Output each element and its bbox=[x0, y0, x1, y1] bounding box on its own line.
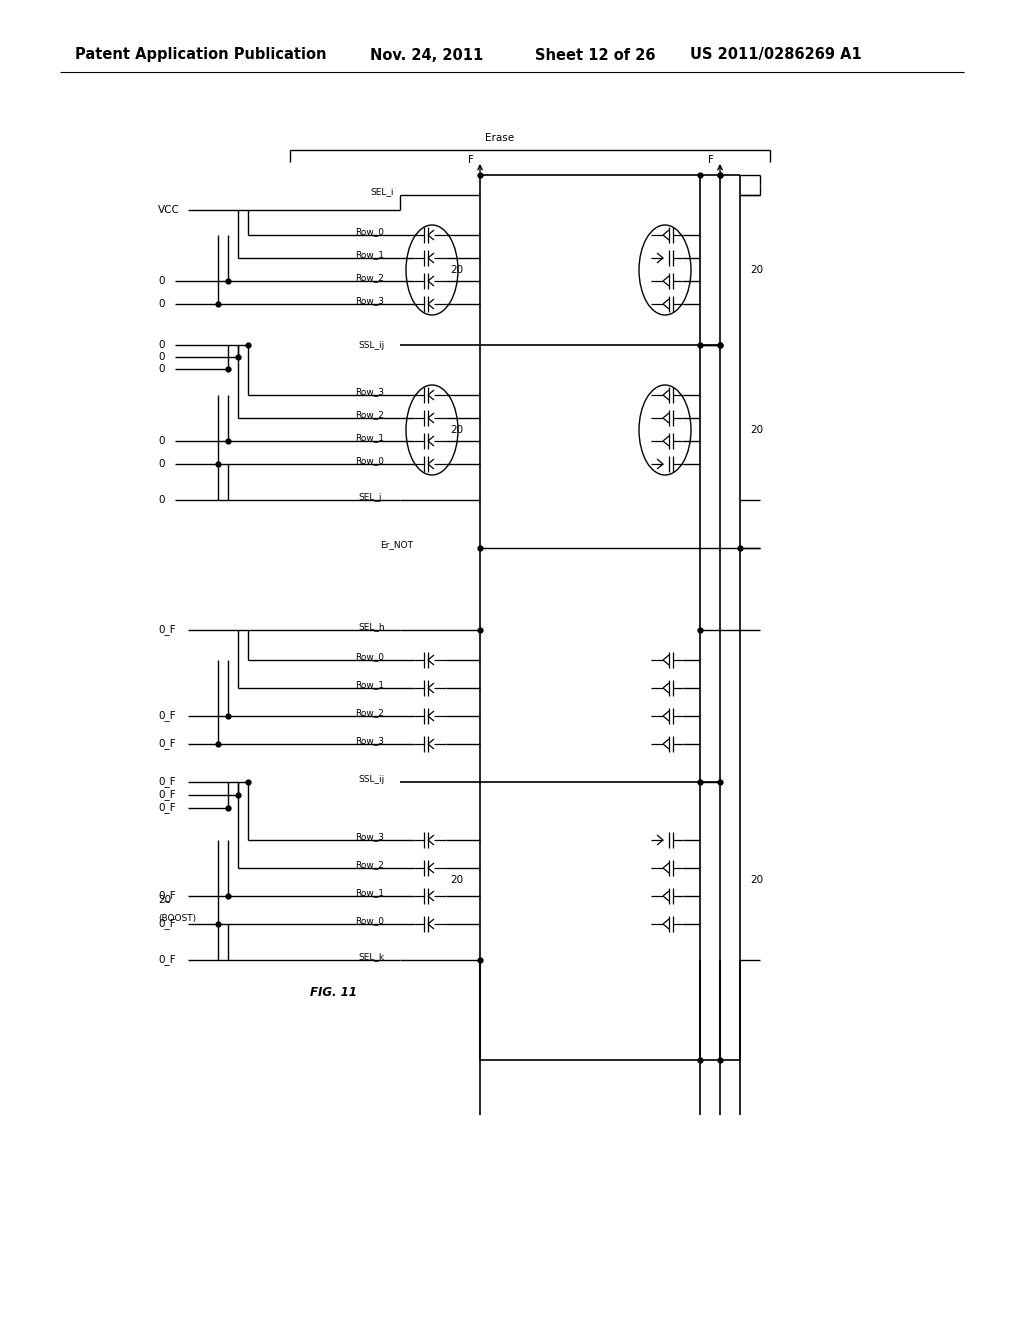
Text: 0: 0 bbox=[158, 364, 165, 374]
Text: 0_F: 0_F bbox=[158, 776, 176, 788]
Text: 0_F: 0_F bbox=[158, 891, 176, 902]
Text: Er_NOT: Er_NOT bbox=[380, 540, 413, 549]
Text: Row_0: Row_0 bbox=[355, 916, 384, 925]
Text: 0: 0 bbox=[158, 341, 165, 350]
Text: SEL_h: SEL_h bbox=[358, 623, 385, 631]
Text: Row_0: Row_0 bbox=[355, 227, 384, 236]
Text: FIG. 11: FIG. 11 bbox=[310, 986, 357, 998]
Text: 0_F: 0_F bbox=[158, 624, 176, 635]
Text: Row_2: Row_2 bbox=[355, 709, 384, 718]
Text: Row_2: Row_2 bbox=[355, 411, 384, 420]
Text: Row_0: Row_0 bbox=[355, 457, 384, 466]
Text: 20: 20 bbox=[158, 895, 171, 906]
Text: Nov. 24, 2011: Nov. 24, 2011 bbox=[370, 48, 483, 62]
Text: 0: 0 bbox=[158, 459, 165, 469]
Text: 0_F: 0_F bbox=[158, 739, 176, 750]
Text: 20: 20 bbox=[750, 265, 763, 275]
Text: 20: 20 bbox=[450, 875, 463, 884]
Text: Erase: Erase bbox=[485, 133, 515, 143]
Text: 0: 0 bbox=[158, 495, 165, 506]
Text: Patent Application Publication: Patent Application Publication bbox=[75, 48, 327, 62]
Text: VCC: VCC bbox=[158, 205, 180, 215]
Text: Row_2: Row_2 bbox=[355, 861, 384, 870]
Text: (BOOST): (BOOST) bbox=[158, 913, 197, 923]
Text: 0_F: 0_F bbox=[158, 803, 176, 813]
Text: US 2011/0286269 A1: US 2011/0286269 A1 bbox=[690, 48, 862, 62]
Text: Row_1: Row_1 bbox=[355, 681, 384, 689]
Text: 20: 20 bbox=[750, 425, 763, 436]
Text: Row_1: Row_1 bbox=[355, 251, 384, 260]
Text: 0_F: 0_F bbox=[158, 710, 176, 722]
Text: Row_3: Row_3 bbox=[355, 737, 384, 746]
Text: F: F bbox=[468, 154, 474, 165]
Text: SSL_ij: SSL_ij bbox=[358, 341, 384, 350]
Text: Row_1: Row_1 bbox=[355, 433, 384, 442]
Text: F: F bbox=[708, 154, 714, 165]
Text: Row_2: Row_2 bbox=[355, 273, 384, 282]
Text: 0_F: 0_F bbox=[158, 789, 176, 800]
Text: Sheet 12 of 26: Sheet 12 of 26 bbox=[535, 48, 655, 62]
Text: 0: 0 bbox=[158, 300, 165, 309]
Text: 20: 20 bbox=[750, 875, 763, 884]
Text: 0: 0 bbox=[158, 436, 165, 446]
Text: SSL_ij: SSL_ij bbox=[358, 775, 384, 784]
Text: Row_1: Row_1 bbox=[355, 888, 384, 898]
Text: Row_3: Row_3 bbox=[355, 833, 384, 842]
Text: SEL_i: SEL_i bbox=[370, 187, 393, 197]
Text: Row_0: Row_0 bbox=[355, 652, 384, 661]
Text: SEL_j: SEL_j bbox=[358, 492, 382, 502]
Text: 20: 20 bbox=[450, 425, 463, 436]
Text: 0: 0 bbox=[158, 352, 165, 362]
Text: 20: 20 bbox=[450, 265, 463, 275]
Text: 0: 0 bbox=[158, 276, 165, 286]
Text: SEL_k: SEL_k bbox=[358, 953, 384, 961]
Text: 0_F: 0_F bbox=[158, 919, 176, 929]
Text: 0_F: 0_F bbox=[158, 954, 176, 965]
Text: Row_3: Row_3 bbox=[355, 388, 384, 396]
Text: Row_3: Row_3 bbox=[355, 297, 384, 305]
